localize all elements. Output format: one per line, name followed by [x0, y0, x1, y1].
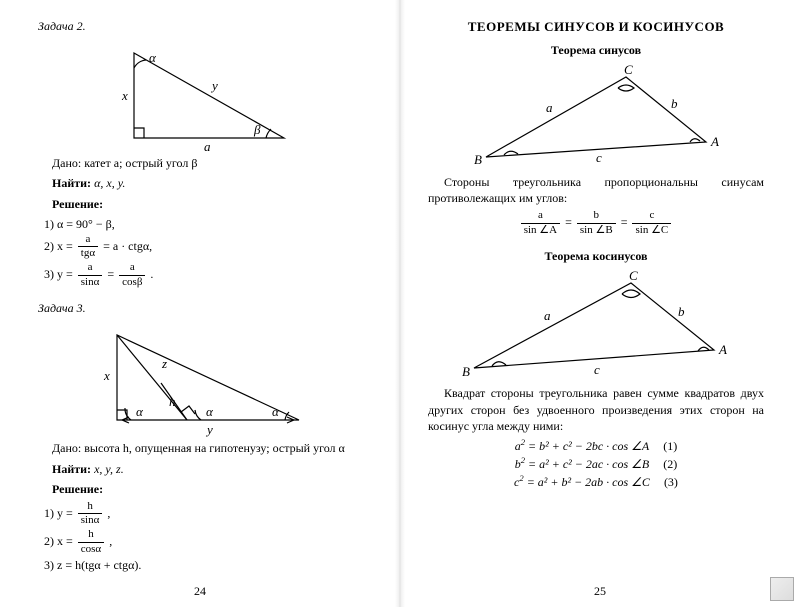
- svg-text:B: B: [474, 152, 482, 167]
- svg-text:y: y: [205, 422, 213, 437]
- task3-figure: x z h y α α α: [89, 320, 319, 438]
- svg-text:A: A: [718, 342, 727, 357]
- sin-text: Стороны треугольника пропорциональны син…: [428, 174, 764, 206]
- task3-step1: 1) y = hsinα ,: [44, 501, 372, 527]
- svg-text:α: α: [149, 50, 157, 65]
- task3-given: Дано: высота h, опущенная на гипотенузу;…: [36, 440, 372, 456]
- page-spread: Задача 2. α β x y a Дано: катет a; остры…: [0, 0, 800, 607]
- fraction: a tgα: [76, 234, 100, 260]
- cos-title: Теорема косинусов: [428, 248, 764, 264]
- svg-text:c: c: [596, 150, 602, 165]
- page-curl-icon: [770, 577, 794, 601]
- svg-text:A: A: [710, 134, 719, 149]
- task2-find: Найти: α, x, y.: [36, 175, 372, 191]
- task2-sol-label: Решение:: [36, 196, 372, 212]
- page-left: Задача 2. α β x y a Дано: катет a; остры…: [0, 0, 400, 607]
- cos-formulas: a2 = b² + c² − 2bc · cos ∠A (1) b2 = a² …: [428, 438, 764, 491]
- svg-text:C: C: [629, 268, 638, 283]
- cos-text: Квадрат стороны треугольника равен сумме…: [428, 385, 764, 434]
- svg-text:α: α: [136, 404, 144, 419]
- task3-find: Найти: x, y, z.: [36, 461, 372, 477]
- svg-text:z: z: [161, 356, 167, 371]
- svg-text:C: C: [624, 62, 633, 77]
- triangle-cos-figure: B A C a b c: [456, 268, 736, 383]
- svg-text:a: a: [204, 139, 211, 153]
- triangle-sin-figure: B A C a b c: [466, 62, 726, 172]
- task3-step3: 3) z = h(tgα + ctgα).: [44, 557, 372, 573]
- svg-text:β: β: [253, 122, 261, 137]
- task2-given: Дано: катет a; острый угол β: [36, 155, 372, 171]
- right-header: ТЕОРЕМЫ СИНУСОВ И КОСИНУСОВ: [428, 18, 764, 36]
- task2-step3: 3) y = asinα = acosβ .: [44, 262, 372, 288]
- sin-title: Теорема синусов: [428, 42, 764, 58]
- svg-text:b: b: [671, 96, 678, 111]
- svg-text:α: α: [206, 404, 214, 419]
- svg-text:h: h: [169, 394, 176, 409]
- svg-text:c: c: [594, 362, 600, 377]
- svg-text:y: y: [210, 78, 218, 93]
- task3-step2: 2) x = hcosα ,: [44, 529, 372, 555]
- task2-title: Задача 2.: [38, 18, 372, 34]
- svg-text:α: α: [272, 404, 280, 419]
- page-right: ТЕОРЕМЫ СИНУСОВ И КОСИНУСОВ Теорема сину…: [400, 0, 800, 607]
- cos-eq-3: c2 = a² + b² − 2ab · cos ∠C (3): [428, 474, 764, 490]
- task3-solution: 1) y = hsinα , 2) x = hcosα , 3) z = h(t…: [44, 501, 372, 573]
- task3-sol-label: Решение:: [36, 481, 372, 497]
- page-number-left: 24: [0, 583, 400, 599]
- task2-step1: 1) α = 90° − β,: [44, 216, 372, 232]
- sin-formula: asin ∠A = bsin ∠B = csin ∠C: [428, 210, 764, 236]
- cos-eq-1: a2 = b² + c² − 2bc · cos ∠A (1): [428, 438, 764, 454]
- task3-title: Задача 3.: [38, 300, 372, 316]
- cos-eq-2: b2 = a² + c² − 2ac · cos ∠B (2): [428, 456, 764, 472]
- svg-text:B: B: [462, 364, 470, 379]
- svg-text:b: b: [678, 304, 685, 319]
- svg-text:x: x: [103, 368, 110, 383]
- svg-text:a: a: [546, 100, 553, 115]
- svg-text:x: x: [121, 88, 128, 103]
- task2-figure: α β x y a: [104, 38, 304, 153]
- task2-solution: 1) α = 90° − β, 2) x = a tgα = a · ctgα,…: [44, 216, 372, 288]
- page-number-right: 25: [400, 583, 800, 599]
- svg-text:a: a: [544, 308, 551, 323]
- task2-step2: 2) x = a tgα = a · ctgα,: [44, 234, 372, 260]
